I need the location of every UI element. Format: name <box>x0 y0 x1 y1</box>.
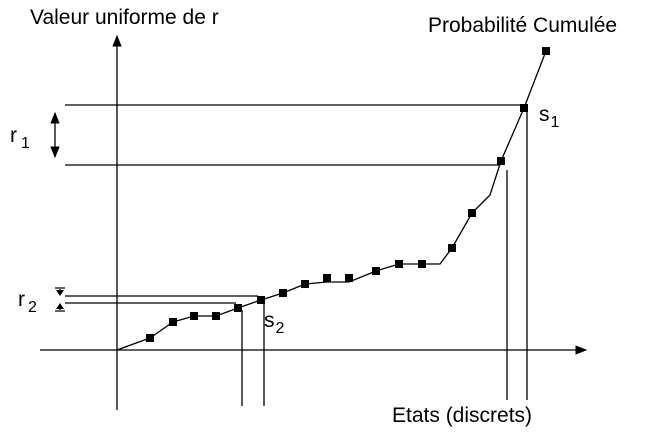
s2-label: s2 <box>264 309 285 337</box>
s1-label: s1 <box>539 103 560 131</box>
r2-arrowheads <box>56 290 64 309</box>
curve-label: Probabilité Cumulée <box>428 14 617 37</box>
x-axis-label: Etats (discrets) <box>392 404 532 427</box>
y-axis-label: Valeur uniforme de r <box>30 6 219 29</box>
state-points <box>146 47 550 342</box>
guide-lines <box>65 104 528 406</box>
cumulative-curve <box>116 50 547 351</box>
